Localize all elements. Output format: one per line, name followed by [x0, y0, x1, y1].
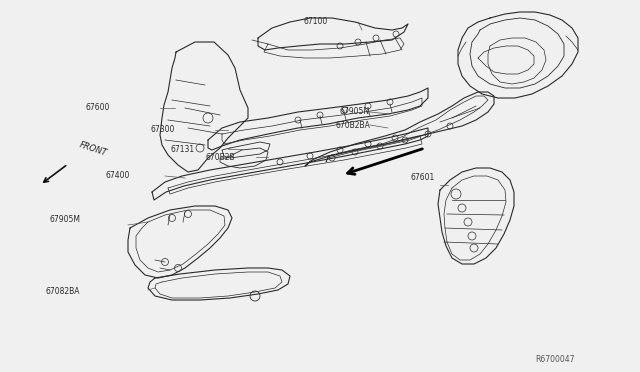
Text: 67131: 67131 — [171, 144, 195, 154]
Text: 67400: 67400 — [106, 171, 130, 180]
Text: R6700047: R6700047 — [536, 356, 575, 365]
Text: 67905N: 67905N — [340, 108, 370, 116]
Text: 67905M: 67905M — [49, 215, 80, 224]
Text: 67100: 67100 — [304, 17, 328, 26]
Text: 670B2BA: 670B2BA — [335, 121, 370, 129]
Text: 67600: 67600 — [86, 103, 110, 112]
Text: 67300: 67300 — [150, 125, 175, 135]
Text: 67601: 67601 — [411, 173, 435, 183]
Text: 67082BA: 67082BA — [45, 288, 80, 296]
Text: FRONT: FRONT — [78, 141, 108, 158]
Text: 670B2B: 670B2B — [205, 153, 235, 161]
